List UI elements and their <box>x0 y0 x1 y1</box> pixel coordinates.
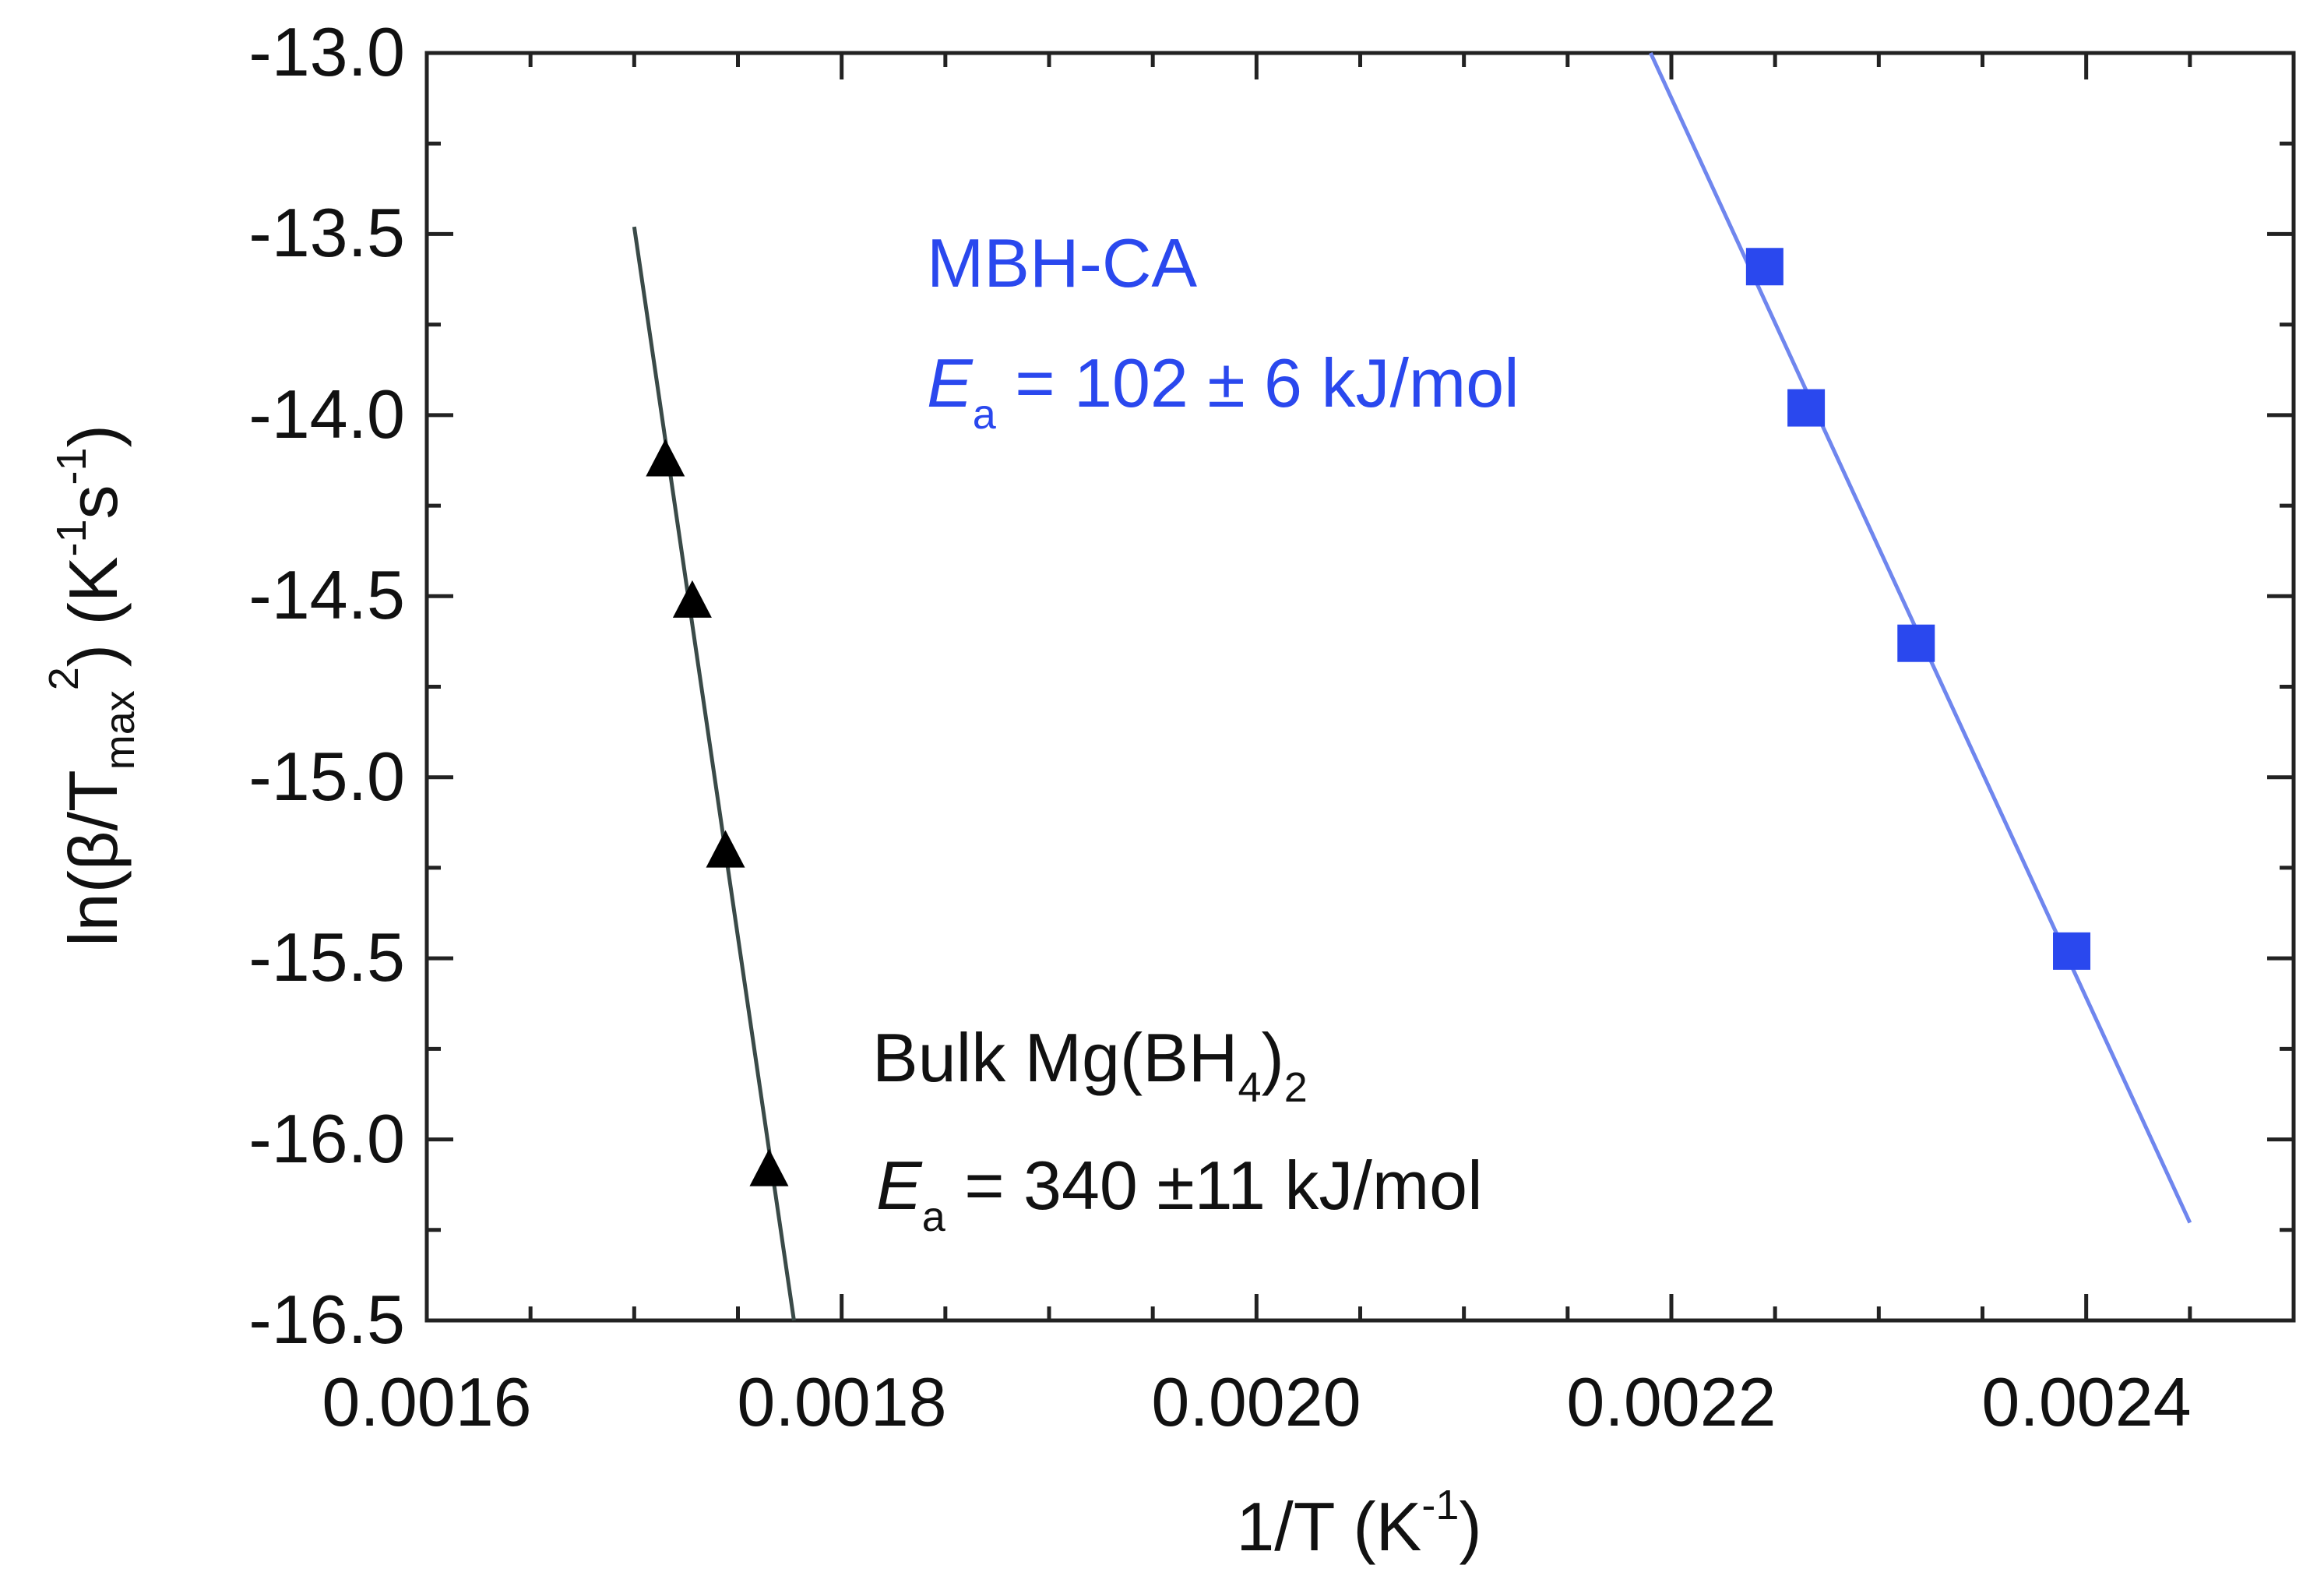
x-title-main: 1/T (K <box>1236 1488 1421 1565</box>
bulk-fit-line <box>632 226 796 1321</box>
bulk-data-point <box>706 830 745 868</box>
y-tick-label: -14.5 <box>248 556 405 633</box>
bulk-label-close: ) <box>1261 1019 1283 1096</box>
x-tick-label: 0.0024 <box>1981 1363 2191 1440</box>
y-title-sup1: -1 <box>48 519 95 556</box>
bulk-label: Bulk Mg(BH4)2 <box>872 1019 1308 1111</box>
y-title-sup2: 2 <box>40 667 87 690</box>
y-title-sup3: -1 <box>48 447 95 485</box>
y-tick-label: -16.0 <box>248 1100 405 1177</box>
mbh-ca-data-point <box>2053 932 2091 970</box>
mbh-ca-data-point <box>1897 624 1935 662</box>
x-tick-label: 0.0016 <box>322 1363 531 1440</box>
x-tick-labels: 0.0016 0.0018 0.0020 0.0022 0.0024 <box>322 1363 2191 1440</box>
x-title-close: ) <box>1459 1488 1481 1565</box>
y-tick-label: -15.5 <box>248 918 405 996</box>
bulk-ea-symbol: E <box>876 1147 923 1224</box>
x-axis-title: 1/T (K-1) <box>1236 1482 1481 1565</box>
bulk-data-point <box>646 439 685 477</box>
mbh-ca-ea: Ea = 102 ± 6 kJ/mol <box>927 344 1519 438</box>
bulk-label-sub4: 4 <box>1238 1064 1261 1111</box>
axis-ticks <box>424 51 2296 1323</box>
mbh-ca-annotation: MBH-CA Ea = 102 ± 6 kJ/mol <box>927 224 1519 438</box>
bulk-data-point <box>749 1148 789 1186</box>
mbh-ca-ea-symbol: E <box>927 344 974 421</box>
mbh-ca-ea-sub: a <box>973 391 997 438</box>
y-title-part1: ln(β/T <box>55 770 132 947</box>
bulk-ea-text: = 340 ±11 kJ/mol <box>945 1147 1483 1224</box>
bulk-label-main: Bulk Mg(BH <box>872 1019 1238 1096</box>
y-title-sub: max <box>97 690 143 770</box>
x-tick-label: 0.0020 <box>1151 1363 1361 1440</box>
y-title-part3: s <box>55 485 132 519</box>
bulk-data-point <box>672 580 712 618</box>
y-tick-label: -13.0 <box>248 13 405 90</box>
bulk-annotation: Bulk Mg(BH4)2 Ea = 340 ±11 kJ/mol <box>872 1019 1483 1240</box>
mbh-ca-label: MBH-CA <box>927 224 1197 301</box>
plot-frame <box>424 51 2296 1323</box>
y-axis-title: ln(β/Tmax2) (K-1s-1) <box>40 425 143 947</box>
bulk-label-sub2: 2 <box>1284 1064 1308 1111</box>
x-title-sup: -1 <box>1421 1482 1459 1528</box>
x-tick-label: 0.0018 <box>737 1363 946 1440</box>
y-title-part2: ) (K <box>55 556 132 667</box>
data-markers <box>646 248 2091 1186</box>
mbh-ca-ea-text: = 102 ± 6 kJ/mol <box>996 344 1519 421</box>
bulk-ea: Ea = 340 ±11 kJ/mol <box>876 1147 1483 1240</box>
y-tick-label: -15.0 <box>248 738 405 815</box>
y-tick-label: -14.0 <box>248 375 405 453</box>
y-title-part4: ) <box>55 425 132 447</box>
mbh-ca-data-point <box>1745 248 1783 286</box>
x-tick-label: 0.0022 <box>1566 1363 1776 1440</box>
fit-lines <box>632 51 2192 1321</box>
mbh-ca-data-point <box>1787 389 1826 427</box>
bulk-ea-sub: a <box>922 1193 946 1240</box>
y-tick-label: -16.5 <box>248 1281 405 1358</box>
y-tick-labels: -13.0 -13.5 -14.0 -14.5 -15.0 -15.5 -16.… <box>248 13 405 1358</box>
y-tick-label: -13.5 <box>248 194 405 271</box>
